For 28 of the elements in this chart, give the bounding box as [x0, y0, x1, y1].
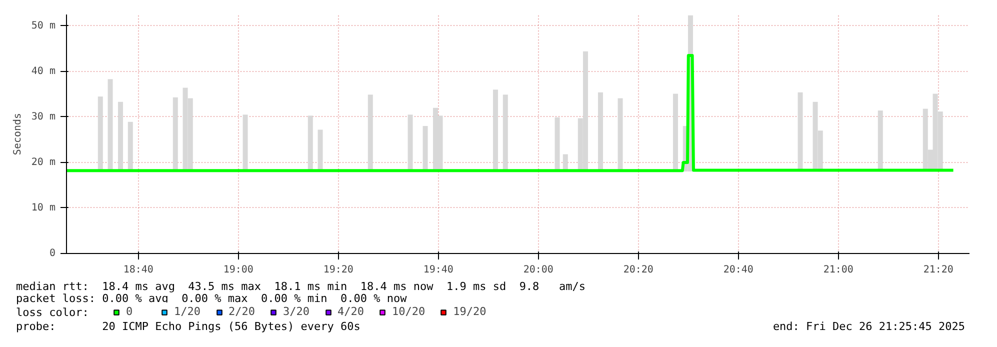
y-tick-label: 20 m [31, 156, 56, 168]
y-axis-title: Seconds [12, 112, 24, 156]
legend-label: 0 [126, 305, 134, 318]
text: end: Fri Dec 26 21:25:45 2025 [772, 320, 965, 333]
x-tick-label: 21:20 [923, 264, 954, 276]
legend-title: loss color: [15, 306, 89, 319]
y-tick-label: 50 m [31, 20, 56, 32]
x-tick-label: 20:40 [723, 264, 754, 276]
line-series [66, 54, 955, 172]
x-tick-label: 19:40 [423, 264, 454, 276]
legend-label: 19/20 [453, 305, 486, 318]
y-tick-label: 30 m [31, 111, 56, 122]
text: probe: 20 ICMP Echo Pings (56 Bytes) every 60s [16, 320, 360, 333]
x-tick-label: 21:00 [823, 264, 854, 276]
x-tick-label: 19:20 [323, 264, 354, 276]
legend-label: 2/20 [228, 305, 255, 318]
x-tick-label: 20:00 [523, 264, 554, 276]
legend-label: 3/20 [283, 305, 310, 318]
x-tick-label: 20:20 [623, 264, 654, 276]
y-tick-label: 40 m [31, 66, 56, 77]
text: median rtt: 18.4 ms avg 43.5 ms max 18.1 ms min 18.4 ms now 1.9 ms sd 9.8 am/s [15, 280, 586, 293]
y-tick-label: 0 [49, 248, 56, 259]
x-tick-label: 18:40 [123, 264, 154, 276]
legend-label: 10/20 [392, 305, 426, 318]
y-tick-label: 10 m [31, 202, 56, 214]
legend-label: 1/20 [174, 305, 200, 318]
x-tick-label: 19:00 [223, 264, 254, 276]
legend-label: 4/20 [338, 305, 364, 318]
